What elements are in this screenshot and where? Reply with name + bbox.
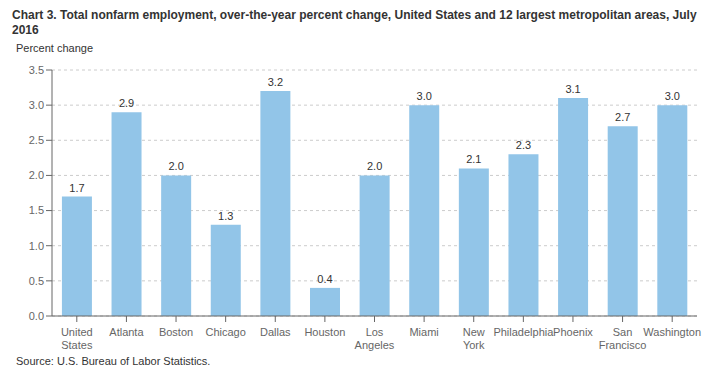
svg-text:UnitedStates: UnitedStates — [61, 326, 93, 351]
svg-text:Atlanta: Atlanta — [109, 326, 144, 338]
svg-text:1.0: 1.0 — [29, 240, 44, 252]
svg-text:Miami: Miami — [409, 326, 438, 338]
html-text:Chart 3. Total nonfarm employm: Chart 3. Total nonfarm employment, over-… — [12, 8, 697, 37]
svg-text:Phoenix: Phoenix — [553, 326, 593, 338]
svg-text:3.5: 3.5 — [29, 64, 44, 76]
html-text:Percent change: Percent change — [16, 42, 94, 54]
svg-text:3.0: 3.0 — [417, 90, 432, 102]
svg-text:2.0: 2.0 — [169, 160, 184, 172]
svg-text:0.5: 0.5 — [29, 275, 44, 287]
svg-text:SanFrancisco: SanFrancisco — [599, 326, 647, 351]
svg-text:3.2: 3.2 — [268, 76, 283, 88]
svg-text:1.7: 1.7 — [69, 182, 84, 194]
svg-text:0.0: 0.0 — [29, 310, 44, 322]
svg-text:2.9: 2.9 — [119, 97, 134, 109]
svg-text:LosAngeles: LosAngeles — [355, 326, 395, 351]
svg-text:NewYork: NewYork — [463, 326, 485, 351]
svg-text:1.5: 1.5 — [29, 204, 44, 216]
svg-text:2.3: 2.3 — [516, 139, 531, 151]
svg-text:Washington: Washington — [643, 326, 701, 338]
svg-text:Chicago: Chicago — [205, 326, 245, 338]
svg-text:2.7: 2.7 — [615, 111, 630, 123]
svg-text:0.4: 0.4 — [317, 273, 332, 285]
svg-text:Houston: Houston — [304, 326, 345, 338]
svg-text:1.3: 1.3 — [218, 210, 233, 222]
svg-text:3.1: 3.1 — [565, 83, 580, 95]
html-text:Source: U.S. Bureau of Labor S: Source: U.S. Bureau of Labor Statistics. — [16, 355, 211, 367]
svg-text:2.1: 2.1 — [466, 153, 481, 165]
svg-text:3.0: 3.0 — [29, 99, 44, 111]
svg-text:Dallas: Dallas — [260, 326, 291, 338]
svg-text:2.0: 2.0 — [367, 160, 382, 172]
svg-text:3.0: 3.0 — [665, 90, 680, 102]
svg-text:Philadelphia: Philadelphia — [493, 326, 554, 338]
svg-text:Boston: Boston — [159, 326, 193, 338]
svg-text:2.5: 2.5 — [29, 134, 44, 146]
svg-text:2.0: 2.0 — [29, 169, 44, 181]
